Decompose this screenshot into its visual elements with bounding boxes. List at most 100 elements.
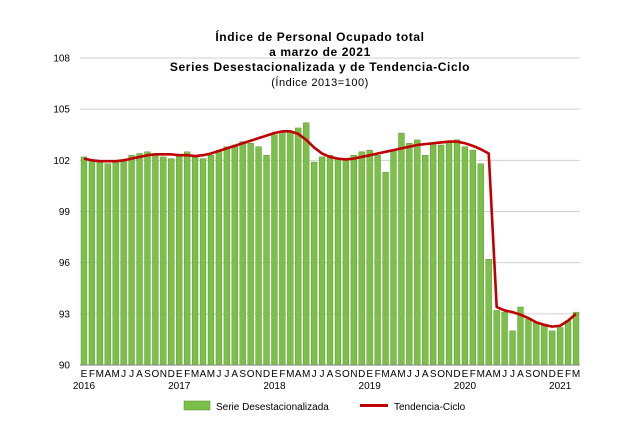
bar	[406, 143, 413, 366]
x-year-label: 2021	[549, 381, 572, 392]
x-month-label: O	[152, 369, 160, 380]
x-month-label: E	[176, 369, 183, 380]
bar	[223, 146, 230, 366]
bar	[334, 158, 342, 366]
x-month-label: D	[168, 369, 175, 380]
x-month-label: M	[397, 369, 405, 380]
x-month-label: N	[541, 369, 548, 380]
x-month-label: M	[112, 369, 120, 380]
bar	[477, 163, 484, 366]
bar	[572, 311, 580, 366]
x-month-label: E	[366, 369, 373, 380]
x-month-label: S	[525, 369, 532, 380]
x-month-label: F	[565, 369, 571, 380]
bar	[168, 158, 175, 366]
bar	[453, 139, 461, 366]
y-tick-label: 108	[53, 54, 70, 65]
legend-label-line: Tendencia-Ciclo	[394, 402, 466, 413]
bar	[247, 143, 254, 366]
bar	[533, 322, 540, 366]
x-month-label: O	[342, 369, 350, 380]
bar-series	[80, 122, 580, 366]
x-month-label: O	[437, 369, 445, 380]
x-month-label: E	[557, 369, 564, 380]
x-month-label: J	[121, 369, 126, 380]
x-month-label: M	[96, 369, 104, 380]
bar	[326, 155, 334, 366]
x-month-label: E	[462, 369, 469, 380]
bar	[239, 141, 246, 366]
title-line-2: a marzo de 2021	[269, 45, 371, 59]
bar	[303, 122, 310, 366]
bar	[184, 151, 191, 366]
bar	[199, 158, 207, 366]
x-month-label: A	[422, 369, 429, 380]
x-month-label: A	[104, 369, 111, 380]
x-month-label: M	[191, 369, 199, 380]
bar	[422, 155, 429, 366]
bar	[215, 149, 223, 366]
x-month-label: A	[327, 369, 334, 380]
bar	[112, 161, 119, 366]
x-month-label: F	[375, 369, 381, 380]
chart-subtitle: (Índice 2013=100)	[271, 76, 368, 89]
bar	[541, 323, 548, 366]
x-month-label: N	[350, 369, 357, 380]
bar	[88, 160, 96, 366]
x-month-label: M	[492, 369, 500, 380]
x-month-label: M	[477, 369, 485, 380]
bar	[437, 144, 445, 366]
x-month-label: O	[247, 369, 255, 380]
bar	[160, 156, 167, 366]
bar	[485, 259, 492, 366]
bar	[176, 155, 183, 366]
bar	[318, 156, 326, 366]
x-month-label: D	[358, 369, 365, 380]
bar	[120, 160, 127, 366]
y-tick-label: 99	[59, 207, 71, 218]
x-month-label: M	[207, 369, 215, 380]
y-axis-ticks: 90 93 96 99 102 105 108	[53, 54, 70, 372]
x-month-label: A	[200, 369, 207, 380]
chart-title: Índice de Personal Ocupado total a marzo…	[170, 29, 470, 89]
x-axis-year-labels: 2016 2017 2018 2019 2020 2021	[73, 381, 572, 392]
bar	[96, 161, 103, 366]
bar	[350, 155, 357, 366]
legend-label-bars: Serie Desestacionalizada	[216, 402, 329, 413]
x-month-label: J	[129, 369, 134, 380]
y-tick-label: 105	[53, 105, 70, 116]
x-month-label: J	[415, 369, 420, 380]
bar	[382, 172, 389, 366]
bar	[128, 155, 135, 366]
x-month-label: A	[136, 369, 143, 380]
x-month-label: J	[216, 369, 221, 380]
bar	[255, 146, 262, 366]
bar	[152, 153, 159, 366]
x-month-label: O	[532, 369, 540, 380]
x-month-label: J	[312, 369, 317, 380]
bar	[310, 161, 318, 366]
x-year-label: 2018	[263, 381, 286, 392]
x-month-label: N	[160, 369, 167, 380]
x-year-label: 2020	[454, 381, 477, 392]
bar	[191, 156, 199, 366]
bar	[366, 149, 373, 366]
bar	[525, 318, 532, 366]
x-month-label: M	[381, 369, 389, 380]
bar	[136, 153, 143, 366]
x-month-label: F	[470, 369, 476, 380]
bar	[287, 131, 294, 366]
bar	[493, 310, 500, 366]
bar	[469, 149, 476, 366]
bar	[104, 163, 111, 366]
bar	[358, 151, 365, 366]
legend-swatch-bars	[183, 400, 211, 411]
bar	[80, 156, 88, 366]
bar	[501, 311, 508, 366]
bar	[342, 158, 350, 366]
x-month-label: A	[390, 369, 397, 380]
bar	[374, 155, 381, 366]
y-tick-label: 93	[59, 309, 71, 320]
bar	[414, 139, 421, 366]
bar	[430, 144, 437, 366]
